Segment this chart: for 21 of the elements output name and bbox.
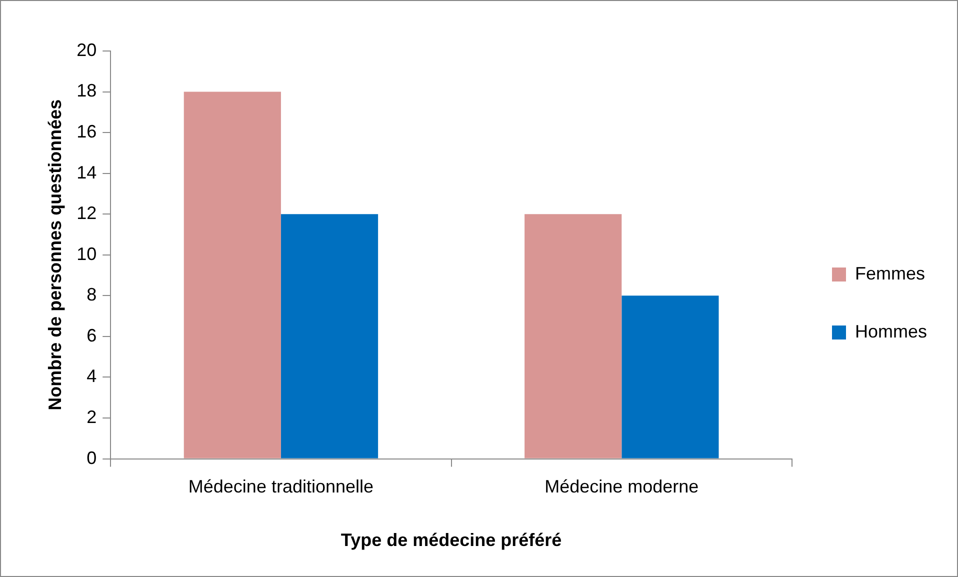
y-tick-label: 6 xyxy=(86,325,97,346)
x-tick-label: Médecine moderne xyxy=(544,476,699,497)
y-tick-label: 20 xyxy=(76,40,97,60)
bar xyxy=(622,296,719,458)
y-tick-label: 18 xyxy=(76,80,97,101)
y-tick-label: 10 xyxy=(76,244,97,264)
y-tick-label: 0 xyxy=(86,448,97,468)
bar xyxy=(280,214,378,458)
legend-label: Femmes xyxy=(854,263,926,284)
y-tick-label: 14 xyxy=(76,162,97,182)
legend-label: Hommes xyxy=(854,321,928,342)
y-tick-label: 12 xyxy=(76,203,97,224)
y-tick-label: 2 xyxy=(86,406,97,427)
y-axis-title: Nombre de personnes questionnées xyxy=(44,99,65,410)
x-axis-title: Type de médecine préféré xyxy=(340,530,562,550)
y-tick-label: 8 xyxy=(86,284,97,305)
x-tick-label: Médecine traditionnelle xyxy=(188,476,374,497)
y-tick-label: 4 xyxy=(86,366,97,386)
bar xyxy=(184,92,281,458)
y-tick-label: 16 xyxy=(76,122,97,142)
bar xyxy=(524,214,622,458)
